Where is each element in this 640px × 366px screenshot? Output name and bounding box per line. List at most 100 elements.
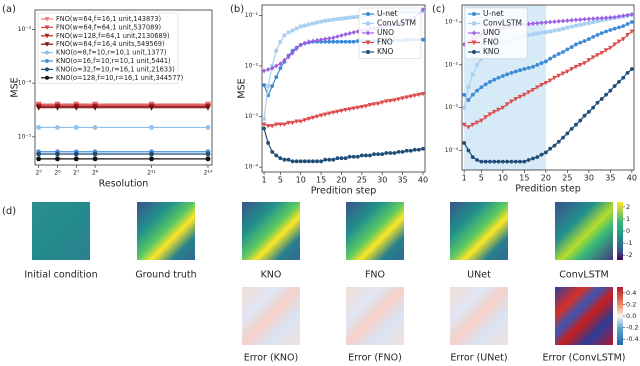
marker xyxy=(591,16,596,22)
marker xyxy=(376,152,381,157)
heatmap xyxy=(555,287,613,345)
marker xyxy=(487,112,493,117)
marker xyxy=(73,105,80,111)
marker xyxy=(561,135,565,140)
marker xyxy=(509,159,514,164)
marker xyxy=(380,152,385,157)
x-tick-label: 2⁸ xyxy=(92,170,99,177)
series-line xyxy=(463,21,633,102)
marker xyxy=(55,125,60,130)
marker xyxy=(625,70,630,75)
marker xyxy=(470,122,476,128)
marker xyxy=(595,53,600,58)
marker xyxy=(586,21,591,25)
marker xyxy=(36,156,42,162)
marker xyxy=(604,29,608,34)
marker xyxy=(535,155,540,160)
marker xyxy=(298,24,303,29)
legend-marker xyxy=(44,33,50,39)
marker xyxy=(282,33,287,38)
marker xyxy=(274,153,279,158)
y-tick-label: 10⁻⁵ xyxy=(18,133,32,140)
marker xyxy=(552,28,557,33)
marker xyxy=(539,83,544,88)
marker xyxy=(496,75,501,80)
marker xyxy=(496,107,501,113)
x-tick-label: 5 xyxy=(479,174,484,183)
legend-marker xyxy=(366,30,370,36)
marker xyxy=(319,159,323,164)
marker xyxy=(479,118,484,124)
legend-marker xyxy=(472,12,476,16)
x-tick-label: 35 xyxy=(397,176,407,185)
marker xyxy=(302,40,307,46)
legend-label: KNO xyxy=(377,47,394,56)
marker xyxy=(359,104,365,110)
marker xyxy=(347,154,352,159)
marker xyxy=(339,32,344,38)
marker xyxy=(351,15,356,20)
marker xyxy=(306,159,311,164)
marker xyxy=(339,156,344,161)
marker xyxy=(561,50,565,54)
marker xyxy=(591,20,596,24)
legend-box xyxy=(37,12,179,84)
x-axis-label: Resolution xyxy=(99,179,149,190)
marker xyxy=(621,75,626,80)
marker xyxy=(205,156,211,162)
marker xyxy=(561,18,565,24)
marker xyxy=(608,88,613,93)
marker xyxy=(355,105,361,111)
marker xyxy=(306,116,312,122)
marker xyxy=(351,154,356,159)
marker xyxy=(462,105,467,110)
marker xyxy=(372,152,376,157)
marker xyxy=(421,7,425,13)
marker xyxy=(492,77,497,82)
marker xyxy=(565,47,570,52)
marker xyxy=(286,30,291,35)
marker xyxy=(363,104,369,109)
marker xyxy=(355,39,360,43)
marker xyxy=(73,151,79,157)
marker xyxy=(35,105,42,111)
marker xyxy=(625,12,630,18)
colorbar-tick-label: 0.4 xyxy=(626,289,636,297)
marker xyxy=(483,82,488,87)
legend-label: KNO xyxy=(483,47,500,56)
marker xyxy=(205,105,211,111)
marker xyxy=(543,150,548,155)
marker xyxy=(548,146,553,151)
marker xyxy=(535,62,540,67)
plot-frame xyxy=(461,4,635,171)
marker xyxy=(343,31,348,37)
marker xyxy=(282,122,287,127)
colorbar-tick-label: -0.4 xyxy=(626,335,639,343)
marker xyxy=(616,39,622,45)
marker xyxy=(608,45,613,51)
marker xyxy=(322,112,328,117)
x-tick-label: 10 xyxy=(296,176,306,185)
marker xyxy=(298,119,303,124)
marker xyxy=(466,125,471,130)
y-tick-label: 10⁻² xyxy=(445,61,459,68)
heatmap xyxy=(346,202,404,260)
marker xyxy=(492,159,497,164)
marker xyxy=(578,17,583,23)
marker xyxy=(351,39,356,44)
marker xyxy=(343,156,348,161)
marker xyxy=(569,24,574,29)
marker xyxy=(591,105,596,110)
marker xyxy=(323,157,328,162)
marker xyxy=(526,158,531,162)
marker xyxy=(479,85,484,90)
marker xyxy=(375,101,381,107)
series-line xyxy=(263,128,424,162)
x-tick-label: 1 xyxy=(261,176,266,185)
marker xyxy=(517,94,523,100)
marker xyxy=(331,39,336,44)
marker xyxy=(274,75,279,80)
marker xyxy=(569,126,574,131)
marker xyxy=(582,113,587,118)
